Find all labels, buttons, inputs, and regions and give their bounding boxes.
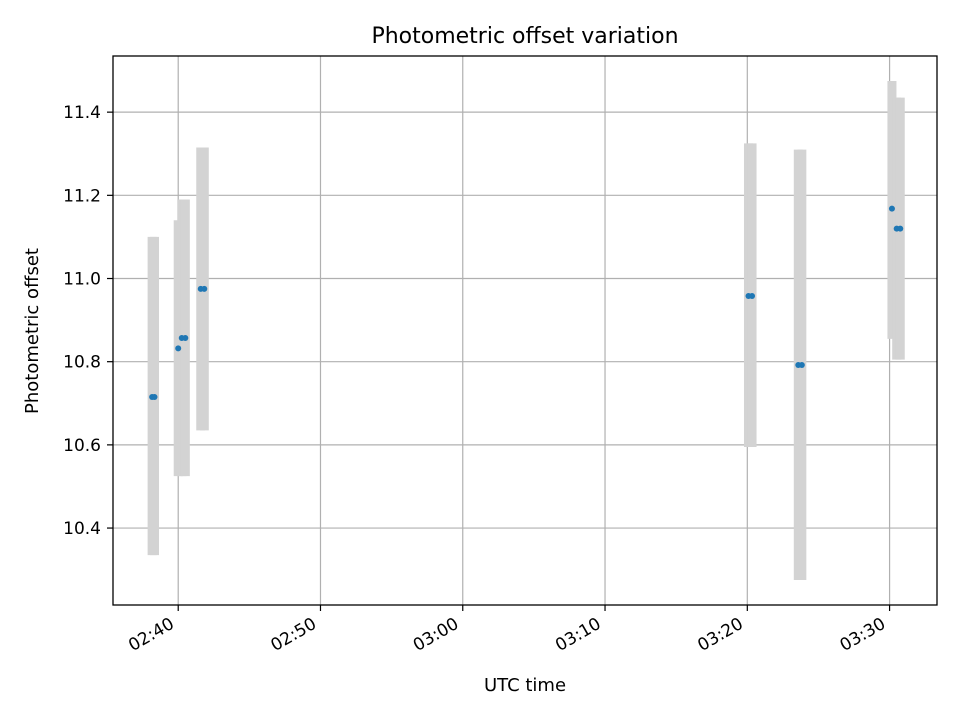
data-point [888,205,895,212]
y-tick-label: 11.0 [63,270,101,290]
error-bar-layer [147,80,905,581]
y-tick-label: 10.6 [63,436,101,456]
y-axis: 10.4 10.6 10.8 11.0 11.2 11.4 [63,103,113,539]
y-tick-label: 11.2 [63,186,101,206]
data-point [175,345,182,352]
y-tick-label: 11.4 [63,103,101,123]
data-point [151,394,158,401]
data-point [798,362,805,369]
point-layer [149,205,904,401]
x-tick-label: 02:50 [268,614,320,656]
y-axis-label: Photometric offset [22,248,43,414]
data-point [897,225,904,232]
data-point [749,292,756,299]
data-point [201,285,208,292]
x-tick-label: 02:40 [125,614,177,656]
x-tick-label: 03:20 [694,614,746,656]
x-tick-label: 03:30 [837,614,889,656]
x-axis: 02:40 02:50 03:00 03:10 03:20 03:30 [125,605,891,656]
chart-title: Photometric offset variation [371,24,678,49]
plot-frame [112,55,938,606]
y-tick-label: 10.4 [63,519,101,539]
y-tick-label: 10.8 [63,353,101,373]
x-tick-label: 03:00 [410,614,462,656]
x-axis-label: UTC time [484,675,566,696]
data-point [182,334,189,341]
grid-layer [113,56,937,605]
x-tick-label: 03:10 [552,614,604,656]
